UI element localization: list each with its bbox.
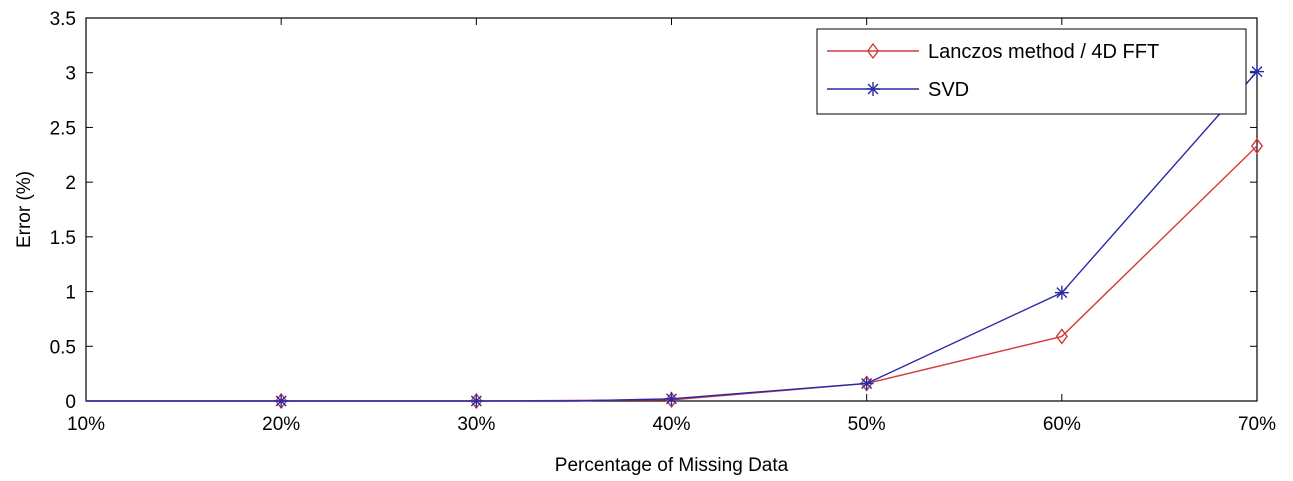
data-point bbox=[664, 391, 679, 406]
legend-item: SVD bbox=[827, 79, 969, 101]
series-layer bbox=[86, 64, 1264, 410]
y-axis-label: Error (%) bbox=[14, 171, 35, 248]
x-tick-label: 50% bbox=[848, 414, 886, 435]
asterisk-stroke bbox=[1056, 287, 1068, 299]
series-line bbox=[86, 71, 1258, 402]
x-tick-label: 70% bbox=[1238, 414, 1276, 435]
data-point bbox=[1054, 285, 1069, 300]
y-tick-label: 2.5 bbox=[50, 118, 76, 139]
legend-label: Lanczos method / 4D FFT bbox=[928, 41, 1159, 63]
y-tick-label: 0.5 bbox=[50, 337, 76, 358]
data-point bbox=[469, 394, 484, 408]
x-tick-label: 60% bbox=[1043, 414, 1081, 435]
x-tick-label: 30% bbox=[457, 414, 495, 435]
data-point bbox=[1250, 64, 1264, 79]
data-point bbox=[274, 394, 289, 408]
x-axis-label: Percentage of Missing Data bbox=[555, 455, 789, 476]
y-tick-label: 3.5 bbox=[50, 9, 76, 30]
y-tick-label: 2 bbox=[65, 173, 76, 194]
y-tick-label: 1 bbox=[65, 283, 76, 304]
asterisk-stroke bbox=[861, 377, 873, 389]
axis-ticks: 10% 20% 30% 40% 50% 60% 70% 0 0.5 1 1.5 2 2.5 3 3.5 bbox=[50, 9, 1277, 435]
x-tick-label: 10% bbox=[67, 414, 105, 435]
data-point bbox=[1055, 328, 1068, 345]
y-tick-label: 3 bbox=[65, 64, 76, 85]
x-tick-label: 20% bbox=[262, 414, 300, 435]
series-svd bbox=[86, 64, 1264, 408]
asterisk-stroke bbox=[275, 395, 287, 407]
asterisk-stroke bbox=[1251, 66, 1263, 78]
legend-item: Lanczos method / 4D FFT bbox=[827, 41, 1159, 63]
legend-marker bbox=[866, 82, 880, 96]
legend-marker bbox=[866, 42, 880, 60]
data-point bbox=[1250, 137, 1264, 155]
asterisk-stroke bbox=[666, 393, 677, 405]
legend-label: SVD bbox=[928, 79, 969, 101]
data-point bbox=[859, 376, 874, 391]
x-tick-label: 40% bbox=[652, 414, 690, 435]
data-point bbox=[665, 391, 678, 409]
legend-box bbox=[816, 28, 1247, 115]
asterisk-stroke bbox=[470, 395, 482, 407]
asterisk-stroke bbox=[867, 83, 879, 95]
y-tick-label: 1.5 bbox=[50, 228, 76, 249]
y-tick-label: 0 bbox=[65, 392, 76, 413]
legend: Lanczos method / 4D FFT SVD bbox=[816, 28, 1247, 115]
